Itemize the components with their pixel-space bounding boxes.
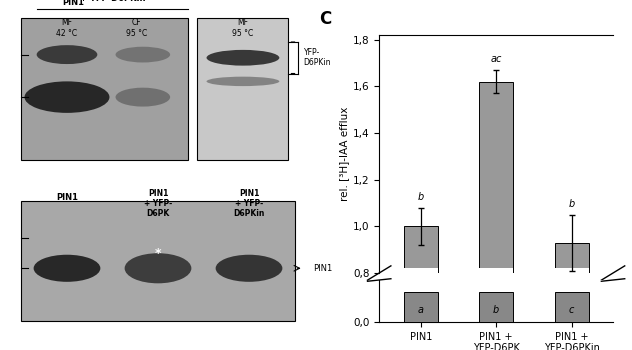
FancyBboxPatch shape — [21, 18, 188, 160]
Ellipse shape — [207, 77, 279, 86]
Text: b: b — [568, 199, 574, 209]
Bar — [479, 82, 513, 273]
Text: PIN1: PIN1 — [313, 264, 332, 273]
Bar — [479, 285, 513, 292]
Ellipse shape — [125, 253, 191, 284]
Text: ac: ac — [490, 54, 502, 64]
Bar — [555, 292, 588, 322]
Bar — [404, 268, 437, 273]
Ellipse shape — [37, 45, 97, 64]
Text: PIN1
+ YFP-
D6PK: PIN1 + YFP- D6PK — [144, 189, 172, 218]
Y-axis label: rel. [³H]-IAA efflux: rel. [³H]-IAA efflux — [339, 107, 349, 201]
Text: PIN1
+ YFP-
D6PKin: PIN1 + YFP- D6PKin — [233, 189, 265, 218]
Text: MF
95 °C: MF 95 °C — [233, 18, 253, 38]
Ellipse shape — [216, 255, 283, 282]
Bar — [555, 243, 588, 273]
Bar — [404, 292, 437, 322]
Text: MF
42 °C: MF 42 °C — [56, 18, 78, 38]
FancyBboxPatch shape — [21, 201, 295, 321]
Text: C: C — [319, 10, 331, 28]
Text: PIN1: PIN1 — [56, 193, 78, 202]
Text: CF
95 °C: CF 95 °C — [126, 18, 147, 38]
Text: PIN1: PIN1 — [62, 0, 84, 7]
Bar — [404, 226, 437, 273]
Bar — [555, 285, 588, 292]
Text: b: b — [418, 192, 424, 202]
Bar — [555, 268, 588, 273]
Text: + YFP-D6PKin: + YFP-D6PKin — [80, 0, 145, 2]
Text: *: * — [155, 247, 161, 260]
Ellipse shape — [33, 255, 100, 282]
Ellipse shape — [116, 88, 170, 107]
Bar — [404, 285, 437, 292]
Bar — [479, 268, 513, 273]
Bar — [479, 292, 513, 322]
Text: c: c — [569, 305, 574, 315]
Text: a: a — [418, 305, 423, 315]
Text: b: b — [493, 305, 499, 315]
Text: YFP-
D6PKin: YFP- D6PKin — [303, 48, 331, 68]
Ellipse shape — [207, 50, 279, 66]
FancyBboxPatch shape — [197, 18, 288, 160]
Ellipse shape — [25, 82, 109, 113]
Ellipse shape — [116, 47, 170, 63]
